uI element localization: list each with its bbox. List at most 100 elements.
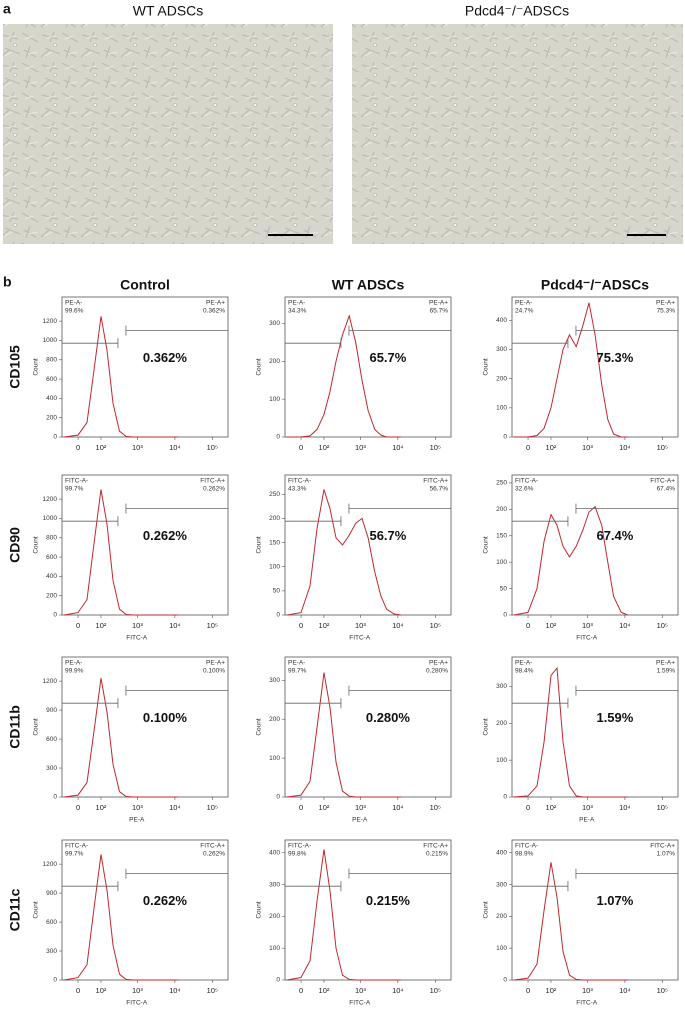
x-tick-label: 10³ <box>582 621 593 630</box>
y-tick-label: 900 <box>46 707 57 714</box>
y-tick-label: 250 <box>269 491 280 498</box>
gate <box>512 868 678 892</box>
y-tick-label: 100 <box>496 405 507 412</box>
x-tick-label: 0 <box>76 986 80 995</box>
y-tick-label: 0 <box>503 977 507 984</box>
gate-value: 0.262% <box>203 851 225 858</box>
y-tick-label: 100 <box>496 757 507 764</box>
x-tick-label: 10⁴ <box>619 986 631 995</box>
x-tick-label: 10³ <box>355 986 366 995</box>
gate-name: FITC-A+ <box>200 843 225 850</box>
y-tick-label: 600 <box>46 736 57 743</box>
x-tick-label: 10³ <box>582 986 593 995</box>
y-tick-label: 0 <box>276 434 280 441</box>
y-tick-label: 0 <box>53 794 57 801</box>
x-tick-label: 10³ <box>132 621 143 630</box>
histogram-line <box>287 672 401 798</box>
x-tick-label: 10⁴ <box>392 621 404 630</box>
gate-value: 0.362% <box>203 308 225 315</box>
x-axis-label: FITC-A <box>126 1000 148 1007</box>
gate-name: PE-A- <box>515 300 532 307</box>
y-tick-label: 1000 <box>43 515 58 522</box>
x-tick-label: 10⁵ <box>430 986 441 995</box>
x-tick-label: 10⁵ <box>657 443 668 452</box>
x-tick-label: 10⁴ <box>392 986 404 995</box>
y-tick-label: 300 <box>269 677 280 684</box>
annotation: 0.362% <box>143 350 188 365</box>
gate-name: FITC-A- <box>288 843 311 850</box>
x-tick-label: 10³ <box>355 803 366 812</box>
y-tick-label: 600 <box>46 554 57 561</box>
y-tick-label: 900 <box>46 890 57 897</box>
gate-name: PE-A+ <box>206 300 225 307</box>
y-tick-label: 1200 <box>43 678 58 685</box>
y-tick-label: 800 <box>46 534 57 541</box>
gate-value: 99.7% <box>65 851 84 858</box>
x-tick-label: 10² <box>319 621 330 630</box>
x-tick-label: 10⁵ <box>207 803 218 812</box>
x-tick-label: 0 <box>76 621 80 630</box>
y-tick-label: 200 <box>496 913 507 920</box>
x-axis-label: PE-A <box>129 817 145 824</box>
x-tick-label: 10² <box>96 443 107 452</box>
y-tick-label: 0 <box>276 794 280 801</box>
histogram-line <box>514 302 628 438</box>
gate-name: FITC-A+ <box>423 478 448 485</box>
y-tick-label: 100 <box>496 945 507 952</box>
y-tick-label: 100 <box>269 396 280 403</box>
plot-frame <box>284 656 452 798</box>
x-tick-label: 10⁴ <box>392 803 404 812</box>
y-tick-label: 1200 <box>43 861 58 868</box>
gate-name: PE-A- <box>288 300 305 307</box>
y-tick-label: 600 <box>46 376 57 383</box>
gate-value: 0.100% <box>203 668 225 675</box>
x-tick-label: 0 <box>76 443 80 452</box>
annotation: 0.262% <box>143 528 188 543</box>
y-tick-label: 200 <box>496 375 507 382</box>
histogram-line <box>287 849 401 981</box>
x-tick-label: 10³ <box>132 803 143 812</box>
x-tick-label: 0 <box>299 986 303 995</box>
x-tick-label: 0 <box>299 621 303 630</box>
x-tick-label: 10⁵ <box>207 443 218 452</box>
row-label: CD11c <box>7 888 23 931</box>
y-axis-label: Count <box>33 901 40 919</box>
plot-frame <box>511 656 679 798</box>
y-tick-label: 1200 <box>43 318 58 325</box>
annotation: 0.100% <box>143 710 188 725</box>
x-tick-label: 10⁵ <box>657 986 668 995</box>
y-tick-label: 0 <box>503 794 507 801</box>
micrograph <box>352 24 683 244</box>
y-tick-label: 100 <box>496 559 507 566</box>
y-tick-label: 0 <box>53 612 57 619</box>
x-tick-label: 0 <box>526 986 530 995</box>
y-axis-label: Count <box>483 901 490 919</box>
y-tick-label: 300 <box>269 881 280 888</box>
gate <box>512 685 678 709</box>
y-tick-label: 300 <box>269 320 280 327</box>
y-tick-label: 400 <box>269 849 280 856</box>
y-tick-label: 300 <box>496 683 507 690</box>
x-tick-label: 0 <box>526 443 530 452</box>
y-axis-label: Count <box>33 536 40 554</box>
gate-name: PE-A+ <box>206 660 225 667</box>
column-header: Pdcd4⁻/⁻ADSCs <box>541 277 649 293</box>
gate-name: FITC-A- <box>515 843 538 850</box>
gate-name: FITC-A+ <box>423 843 448 850</box>
x-axis-label: FITC-A <box>576 635 598 642</box>
gate-value: 0.215% <box>426 851 448 858</box>
histogram-line <box>514 505 628 616</box>
x-tick-label: 10² <box>546 803 557 812</box>
y-tick-label: 250 <box>496 480 507 487</box>
gate-value: 99.6% <box>65 308 84 315</box>
gate-name: FITC-A- <box>65 843 88 850</box>
annotation: 67.4% <box>596 528 633 543</box>
y-tick-label: 200 <box>496 720 507 727</box>
gate <box>285 868 451 892</box>
plot-frame <box>284 296 452 438</box>
gate-name: PE-A+ <box>429 660 448 667</box>
x-tick-label: 10⁴ <box>169 621 181 630</box>
plot-frame <box>61 656 229 798</box>
gate <box>285 685 451 709</box>
y-tick-label: 100 <box>269 755 280 762</box>
